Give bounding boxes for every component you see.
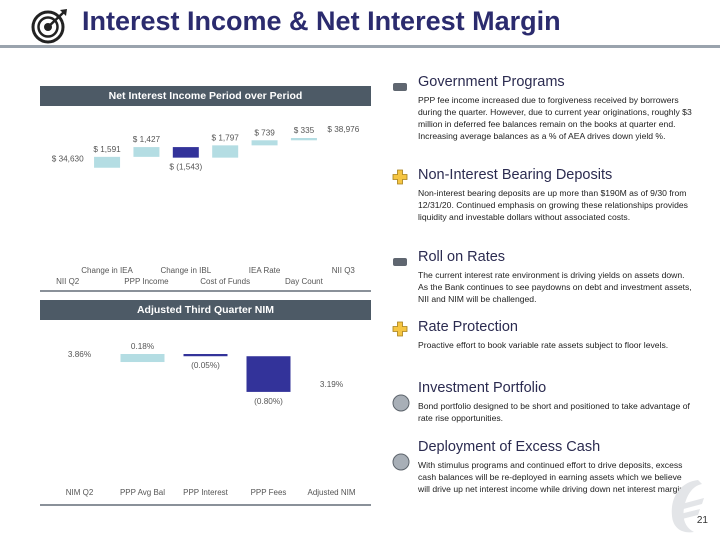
nim-chart-baseline	[40, 504, 371, 506]
waterfall-value-label: $ 38,976	[327, 125, 359, 134]
commentary-title: Roll on Rates	[418, 249, 506, 265]
waterfall-category-label: NIM Q2	[66, 488, 94, 497]
title-divider	[0, 45, 720, 48]
waterfall-bar-ppp-interest	[183, 354, 228, 357]
waterfall-value-label: 3.86%	[68, 350, 91, 359]
nim-waterfall-chart: 3.86% 0.18% (0.05%) (0.80%) 3.19% NIM Q2 PPP A…	[66, 342, 356, 497]
commentary-text: Bond portfolio designed to be short and …	[418, 401, 690, 423]
waterfall-category-label: PPP Income	[124, 277, 169, 286]
waterfall-category-label: PPP Fees	[251, 488, 287, 497]
waterfall-category-label: Change in IBL	[160, 266, 211, 275]
waterfall-bar-iea-rate	[251, 140, 278, 146]
commentary-text: PPP fee income increased due to forgiven…	[418, 95, 692, 141]
nii-chart-baseline	[40, 290, 371, 292]
commentary-title: Rate Protection	[418, 319, 518, 335]
waterfall-category-label: NII Q3	[332, 266, 356, 275]
waterfall-value-label: $ 335	[294, 126, 315, 135]
waterfall-value-label: $ 739	[254, 128, 275, 137]
waterfall-bar-ppp-avg-bal	[120, 354, 165, 363]
nim-chart-title: Adjusted Third Quarter NIM	[40, 300, 371, 320]
commentary-title: Government Programs	[418, 74, 565, 90]
page-number: 21	[696, 515, 708, 526]
waterfall-value-label: $ 1,797	[212, 133, 240, 142]
waterfall-category-label: Change in IEA	[81, 266, 133, 275]
commentary-title: Non-Interest Bearing Deposits	[418, 167, 613, 183]
circle-icon	[392, 453, 410, 476]
waterfall-bar-day-count	[290, 138, 317, 141]
commentary-text: With stimulus programs and continued eff…	[418, 460, 687, 494]
waterfall-category-label: PPP Interest	[183, 488, 229, 497]
plus-icon	[392, 321, 408, 342]
waterfall-bar-change-in-iea	[94, 156, 121, 168]
page-title: Interest Income & Net Interest Margin	[82, 6, 561, 36]
circle-icon	[392, 394, 410, 417]
waterfall-value-label: $ (1,543)	[169, 163, 202, 172]
waterfall-value-label: (0.05%)	[191, 361, 220, 370]
waterfall-value-label: $ 1,591	[93, 145, 121, 154]
target-logo-icon	[31, 9, 67, 44]
waterfall-bar-ppp-income	[133, 147, 160, 157]
nii-chart-title: Net Interest Income Period over Period	[40, 86, 371, 106]
waterfall-bar-ppp-fees	[246, 356, 291, 392]
minus-icon	[392, 79, 408, 97]
waterfall-category-label: IEA Rate	[249, 266, 281, 275]
waterfall-category-label: PPP Avg Bal	[120, 488, 165, 497]
waterfall-category-label: Adjusted NIM	[307, 488, 355, 497]
waterfall-value-label: 3.19%	[320, 380, 343, 389]
minus-icon	[392, 254, 408, 272]
nii-waterfall-chart: $ 34,630 $ 1,591 $ 1,427 $ (1,543) $ 1,797 $ …	[52, 125, 360, 286]
commentary-text: Proactive effort to book variable rate a…	[418, 340, 669, 350]
bank-logo-icon	[671, 480, 704, 533]
plus-icon	[392, 169, 408, 190]
commentary-title: Deployment of Excess Cash	[418, 439, 601, 455]
commentary-text: Non-interest bearing deposits are up mor…	[418, 188, 688, 222]
waterfall-bar-change-in-ibl	[172, 147, 199, 158]
waterfall-bar-cost-of-funds	[212, 145, 239, 158]
commentary-title: Investment Portfolio	[418, 380, 547, 396]
waterfall-value-label: 0.18%	[131, 342, 154, 351]
waterfall-category-label: Day Count	[285, 277, 324, 286]
waterfall-category-label: NII Q2	[56, 277, 80, 286]
waterfall-value-label: (0.80%)	[254, 397, 283, 406]
waterfall-category-label: Cost of Funds	[200, 277, 250, 286]
waterfall-value-label: $ 34,630	[52, 155, 84, 164]
waterfall-value-label: $ 1,427	[133, 135, 161, 144]
commentary-text: The current interest rate environment is…	[418, 270, 692, 304]
